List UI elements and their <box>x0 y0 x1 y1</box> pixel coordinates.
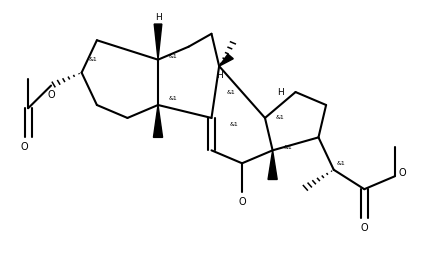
Text: &1: &1 <box>283 145 292 150</box>
Text: &1: &1 <box>226 90 235 95</box>
Text: O: O <box>399 168 407 178</box>
Text: &1: &1 <box>230 122 239 127</box>
Text: H: H <box>277 88 284 96</box>
Text: O: O <box>360 223 368 233</box>
Polygon shape <box>154 105 162 137</box>
Polygon shape <box>268 150 277 180</box>
Text: H: H <box>155 13 162 22</box>
Text: &1: &1 <box>89 57 97 62</box>
Polygon shape <box>219 54 233 66</box>
Text: O: O <box>47 90 55 100</box>
Text: &1: &1 <box>169 54 178 59</box>
Text: H: H <box>216 71 222 80</box>
Polygon shape <box>154 24 162 60</box>
Text: O: O <box>238 197 246 207</box>
Text: &1: &1 <box>169 96 178 101</box>
Text: O: O <box>20 142 28 152</box>
Text: &1: &1 <box>276 115 285 120</box>
Text: &1: &1 <box>337 161 346 166</box>
